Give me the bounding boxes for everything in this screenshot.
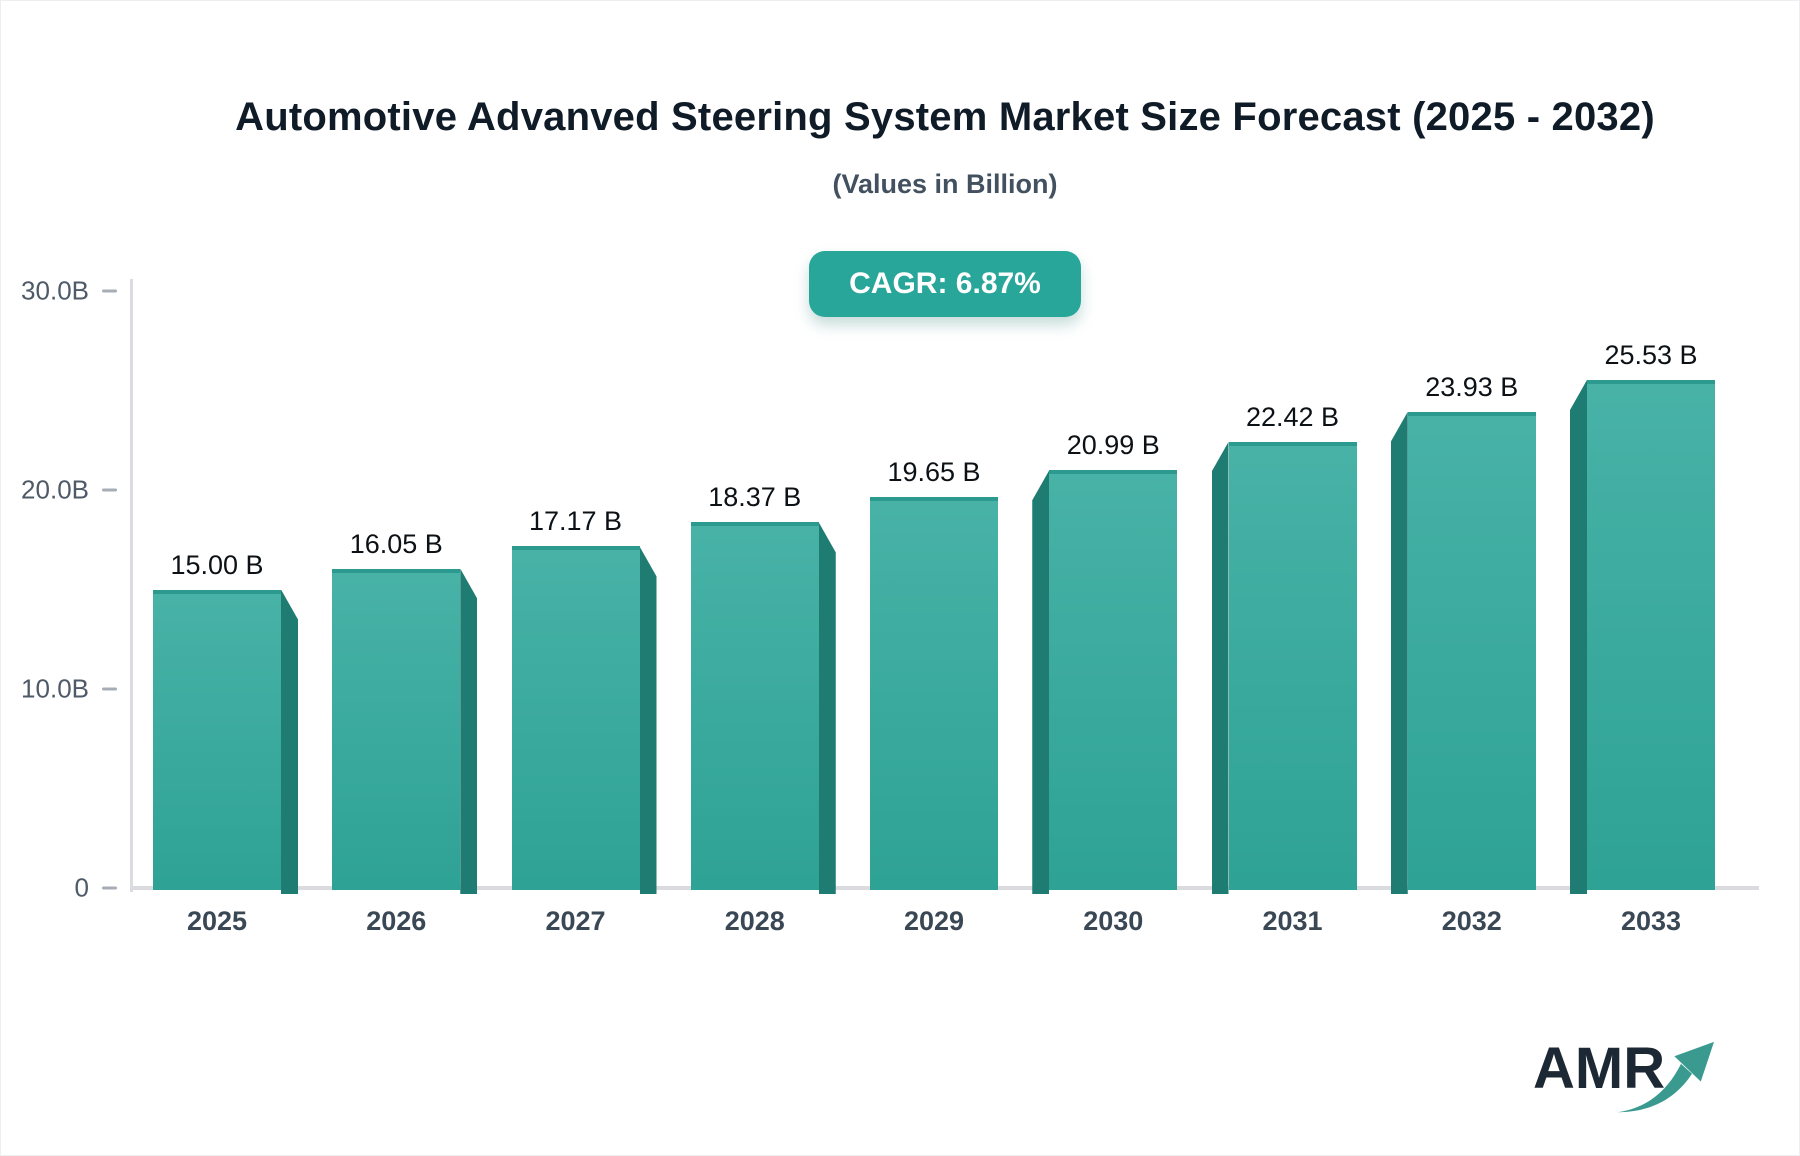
y-axis-tick: [102, 687, 117, 691]
bar-value-label: 19.65 B: [887, 456, 981, 487]
x-axis-label: 2033: [1620, 906, 1682, 936]
cagr-badge: CAGR: 6.87%: [809, 251, 1081, 317]
bar-side-2031: [1211, 441, 1229, 894]
bar-side-2028: [818, 522, 836, 894]
bar-value-label: 22.42 B: [1245, 401, 1340, 432]
bar-value-label: 18.37 B: [708, 482, 802, 513]
chart-subtitle: (Values in Billion): [832, 169, 1058, 199]
amr-logo-text: AMR: [1533, 1036, 1666, 1101]
y-axis-label: 20.0B: [21, 474, 89, 505]
growth-arrow-icon: [1617, 1041, 1714, 1113]
bar-2033: [1587, 379, 1715, 890]
x-axis-label: 2031: [1262, 906, 1323, 936]
x-axis-label: 2025: [186, 906, 248, 936]
bar-value-label: 20.99 B: [1066, 430, 1160, 461]
bar-side-2032: [1390, 411, 1408, 894]
bar-value-label: 17.17 B: [528, 506, 623, 537]
bar-value-label: 23.93 B: [1425, 371, 1519, 402]
bar-value-label: 25.53 B: [1604, 339, 1698, 370]
bar-side-2026: [460, 568, 478, 894]
y-axis-line: [130, 279, 133, 892]
x-axis-label: 2032: [1441, 906, 1502, 936]
x-axis-label: 2026: [366, 906, 427, 936]
bar-value-label: 15.00 B: [170, 549, 264, 580]
x-axis-label: 2027: [545, 906, 606, 936]
x-axis-label: 2030: [1083, 906, 1144, 936]
x-axis-label: 2028: [724, 906, 785, 936]
bar-side-2030: [1032, 470, 1050, 894]
bar-side-2025: [281, 589, 298, 894]
bar-side-2033: [1570, 379, 1587, 894]
bar-2028: [690, 522, 819, 890]
bar-2029: [870, 496, 998, 890]
bar-2032: [1407, 411, 1536, 890]
bar-2025: [153, 589, 281, 890]
amr-logo: AMR: [1533, 1035, 1723, 1135]
bar-side-2027: [639, 546, 657, 894]
cagr-badge-wrap: CAGR: 6.87%: [131, 251, 1759, 317]
y-axis-tick: [102, 488, 117, 492]
bar-2030: [1049, 470, 1178, 890]
bar-2027: [511, 546, 640, 890]
y-axis-label: 10.0B: [21, 673, 89, 704]
chart-title: Automotive Advanved Steering System Mark…: [235, 95, 1655, 139]
bar-2031: [1228, 441, 1357, 890]
y-axis-label: 30.0B: [21, 275, 89, 306]
x-axis-label: 2029: [903, 906, 965, 936]
bar-value-label: 16.05 B: [349, 528, 443, 559]
bar-2026: [332, 568, 461, 890]
y-axis-label: 0: [74, 872, 89, 903]
y-axis-tick: [102, 886, 117, 890]
y-axis-tick: [102, 289, 117, 293]
